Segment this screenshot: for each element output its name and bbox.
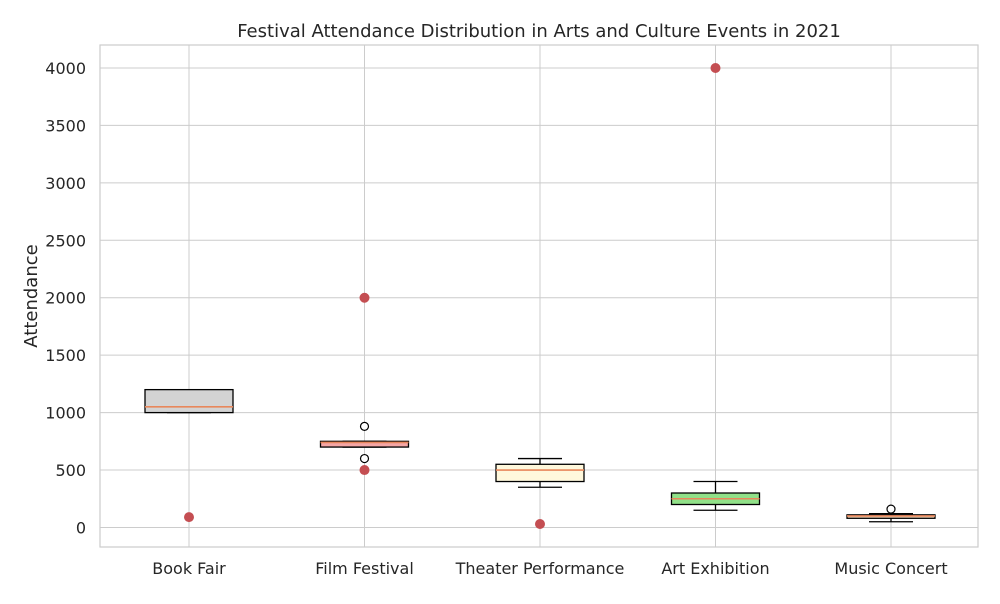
outlier-point-film-festival <box>359 292 370 303</box>
grid-layer <box>100 45 978 547</box>
x-tick-label-film-festival: Film Festival <box>315 559 414 578</box>
x-tick-label-book-fair: Book Fair <box>152 559 226 578</box>
y-tick-label: 3000 <box>45 174 86 193</box>
plot-frame <box>99 44 979 548</box>
outlier-point-theater-performance <box>535 519 545 530</box>
box-layer <box>144 388 936 523</box>
box-art-exhibition <box>670 480 761 511</box>
box-book-fair <box>144 388 234 414</box>
y-tick-label: 4000 <box>45 59 86 78</box>
y-tick-label: 500 <box>55 461 86 480</box>
x-tick-label-art-exhibition: Art Exhibition <box>661 559 769 578</box>
iqr-box <box>495 463 585 483</box>
flier-point <box>359 453 370 464</box>
y-tick-label: 2500 <box>45 231 86 250</box>
x-tick-label-theater-performance: Theater Performance <box>455 559 625 578</box>
y-tick-label: 3500 <box>45 116 86 135</box>
box-music-concert <box>846 504 936 523</box>
outlier-layer <box>184 62 721 530</box>
outlier-point-art-exhibition <box>710 62 721 73</box>
outlier-point-film-festival <box>359 465 370 476</box>
x-tick-labels: Book Fair Film Festival Theater Performanc… <box>152 559 947 578</box>
flier-point <box>886 504 896 514</box>
x-tick-label-music-concert: Music Concert <box>834 559 947 578</box>
chart-title: Festival Attendance Distribution in Arts… <box>237 21 841 42</box>
iqr-box <box>144 388 234 414</box>
box-film-festival <box>319 421 410 464</box>
y-tick-label: 0 <box>76 518 86 537</box>
y-tick-label: 1000 <box>45 404 86 423</box>
outlier-point-book-fair <box>184 512 194 523</box>
y-axis-label: Attendance <box>21 244 42 347</box>
box-theater-performance <box>495 457 585 488</box>
y-tick-label: 1500 <box>45 346 86 365</box>
flier-point <box>359 421 370 431</box>
y-tick-labels: 0 500 1000 1500 2000 2500 3000 3500 4000 <box>45 59 86 537</box>
y-tick-label: 2000 <box>45 289 86 308</box>
iqr-box <box>319 440 410 448</box>
